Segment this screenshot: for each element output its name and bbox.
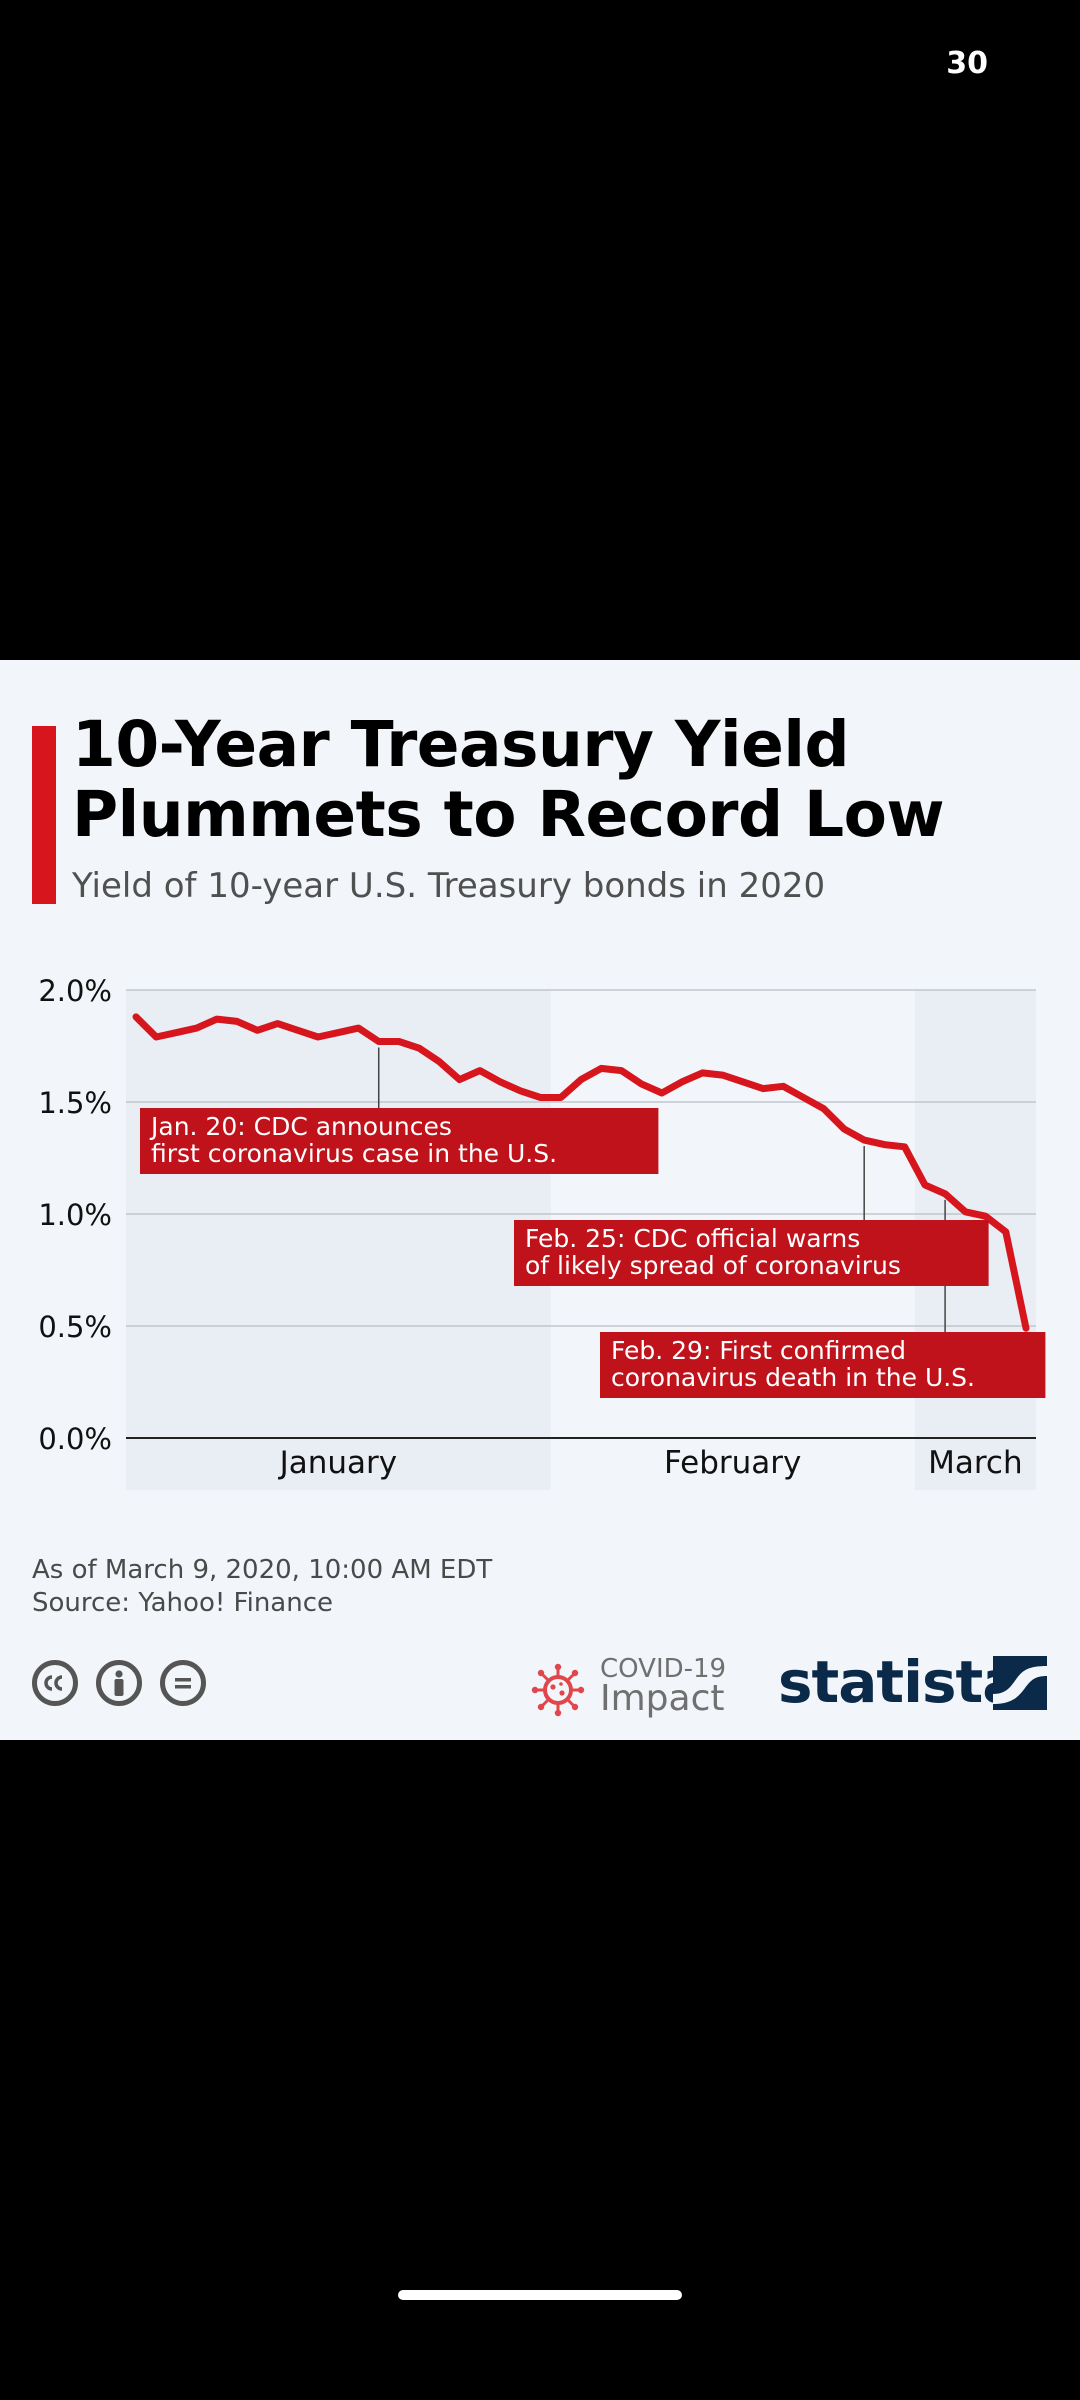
chart-meta: As of March 9, 2020, 10:00 AM EDT Source… <box>32 1554 492 1620</box>
page-counter: 30 <box>946 46 988 81</box>
no-derivatives-icon[interactable] <box>160 1660 206 1706</box>
y-tick-label: 0.0% <box>38 1422 112 1456</box>
annotation-box <box>514 1220 989 1286</box>
annotation-box <box>140 1108 659 1174</box>
as-of-note: As of March 9, 2020, 10:00 AM EDT <box>32 1555 493 1585</box>
annotation-box <box>600 1332 1046 1398</box>
y-tick-label: 0.5% <box>38 1310 112 1344</box>
month-band-january <box>126 990 551 1490</box>
footer: COVID-19 Impact statista <box>0 1648 1080 1720</box>
attribution-icon[interactable] <box>96 1660 142 1706</box>
statista-mark-icon <box>993 1656 1047 1710</box>
annotation-text: of likely spread of coronavirus <box>525 1251 901 1280</box>
covid-badge-line1: COVID-19 <box>600 1654 727 1684</box>
annotation-text: first coronavirus case in the U.S. <box>151 1139 557 1168</box>
home-indicator[interactable] <box>398 2290 682 2300</box>
creative-commons-icon[interactable] <box>32 1660 78 1706</box>
virus-icon <box>531 1663 585 1717</box>
infographic-title: 10-Year Treasury Yield Plummets to Recor… <box>72 708 945 851</box>
annotation-text: Feb. 29: First confirmed <box>611 1336 906 1365</box>
infographic-card[interactable]: 10-Year Treasury Yield Plummets to Recor… <box>0 660 1080 1740</box>
yield-line-chart: 2.0% 1.5% 1.0% 0.5% 0.0% January February March… <box>38 974 1046 1490</box>
covid-badge-line2: Impact <box>600 1678 725 1719</box>
y-tick-label: 2.0% <box>38 974 112 1008</box>
annotation-text: Jan. 20: CDC announces <box>149 1112 452 1141</box>
y-tick-label: 1.5% <box>38 1086 112 1120</box>
covid-impact-badge: COVID-19 Impact <box>530 1654 730 1719</box>
statista-logo[interactable]: statista <box>778 1648 1021 1716</box>
title-accent-bar <box>32 726 56 904</box>
x-tick-label: March <box>928 1445 1023 1481</box>
annotation-text: Feb. 25: CDC official warns <box>525 1224 860 1253</box>
infographic-subtitle: Yield of 10-year U.S. Treasury bonds in … <box>72 866 826 906</box>
annotation-text: coronavirus death in the U.S. <box>611 1363 975 1392</box>
x-tick-label: February <box>664 1445 801 1481</box>
source-note: Source: Yahoo! Finance <box>32 1588 334 1618</box>
y-tick-label: 1.0% <box>38 1198 112 1232</box>
x-tick-label: January <box>278 1445 398 1481</box>
